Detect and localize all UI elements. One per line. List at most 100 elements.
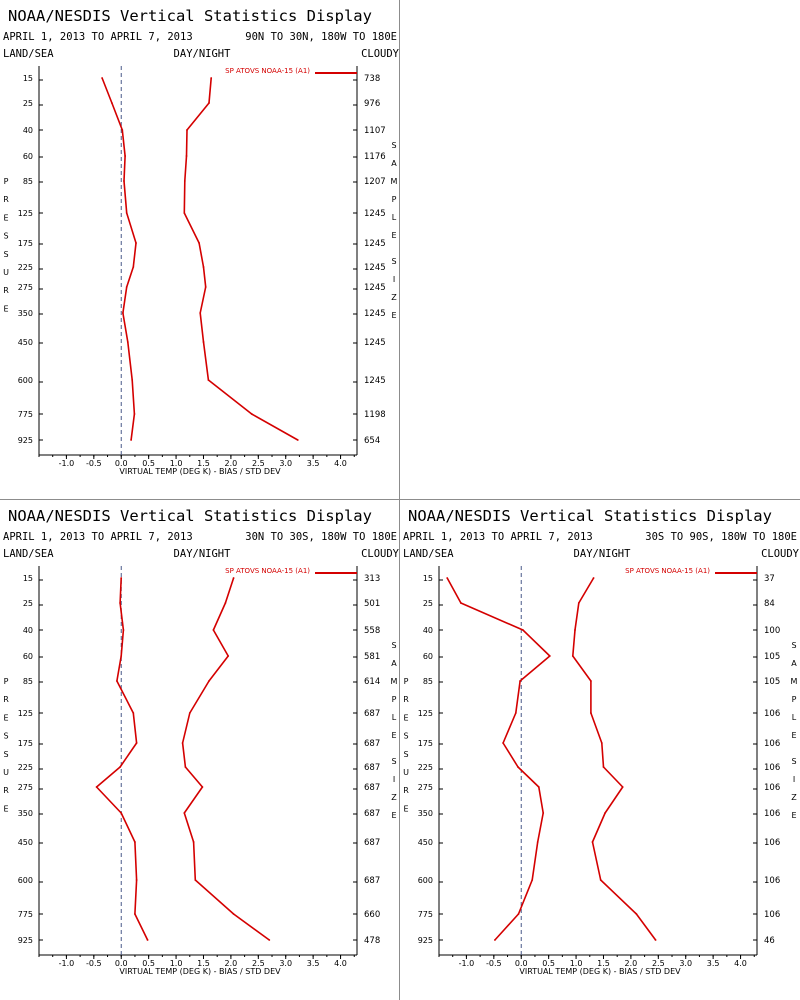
sample-size-label: 313 — [364, 574, 380, 584]
bias-point — [531, 879, 534, 881]
std-dev-point — [599, 879, 602, 881]
page-title: NOAA/NESDIS Vertical Statistics Display — [408, 507, 772, 525]
page-title: NOAA/NESDIS Vertical Statistics Display — [8, 7, 372, 25]
bias-point — [494, 939, 496, 941]
pressure-tick-label: 600 — [418, 876, 433, 885]
pressure-tick-label: 25 — [23, 599, 33, 608]
std-dev-point — [194, 879, 197, 881]
region-label: 30N TO 30S, 180W TO 180E — [245, 531, 397, 543]
sample-size-axis-letter: S — [391, 257, 396, 266]
std-dev-point — [592, 577, 595, 579]
sample-size-axis-letter: A — [391, 159, 397, 168]
sample-size-axis-letter: M — [791, 677, 798, 686]
pressure-axis-letter: S — [403, 750, 408, 759]
pressure-axis-letter: R — [3, 195, 9, 204]
std-dev-point — [268, 939, 271, 941]
sample-size-axis-letter: Z — [391, 793, 397, 802]
bias-point — [537, 786, 540, 788]
x-tick-label: 4.0 — [734, 959, 747, 968]
pressure-tick-label: 275 — [418, 783, 433, 792]
x-tick-label: 0.5 — [542, 959, 555, 968]
pressure-tick-label: 15 — [423, 574, 433, 583]
bias-point — [101, 77, 103, 79]
pressure-axis-letter: U — [3, 768, 9, 777]
x-tick-label: 2.5 — [652, 959, 665, 968]
x-tick-label: 3.5 — [707, 959, 720, 968]
sample-size-label: 687 — [364, 709, 380, 719]
sample-size-label: 558 — [364, 626, 380, 636]
pressure-tick-label: 175 — [18, 739, 33, 748]
x-tick-label: 2.0 — [625, 959, 638, 968]
std-dev-point — [183, 212, 186, 214]
sample-size-label: 106 — [764, 763, 780, 773]
std-dev-point — [635, 913, 638, 915]
date-range: APRIL 1, 2013 TO APRIL 7, 2013 — [3, 31, 193, 43]
bias-point — [131, 379, 134, 381]
pressure-axis-letter: R — [403, 786, 409, 795]
x-tick-label: 1.0 — [570, 959, 583, 968]
x-tick-label: 4.0 — [334, 959, 347, 968]
day-night-label: DAY/NIGHT — [174, 48, 232, 60]
sample-size-label: 37 — [764, 574, 775, 584]
bias-point — [124, 155, 126, 157]
std-dev-point — [571, 655, 574, 657]
sample-size-label: 654 — [364, 436, 380, 446]
bias-point — [135, 879, 138, 881]
bias-point — [125, 286, 128, 288]
std-dev-point — [654, 939, 657, 941]
pressure-tick-label: 15 — [23, 574, 33, 583]
bias-point — [536, 841, 539, 843]
std-dev-point — [192, 841, 195, 843]
sample-size-label: 1107 — [364, 126, 386, 136]
std-dev-point — [224, 602, 227, 604]
pressure-tick-label: 225 — [18, 763, 33, 772]
x-tick-label: 1.5 — [597, 959, 610, 968]
sample-size-axis-letter: I — [393, 275, 395, 284]
sample-size-axis-letter: S — [391, 141, 396, 150]
sample-size-axis-letter: E — [791, 811, 796, 820]
bias-point — [119, 602, 121, 604]
sample-size-axis-letter: P — [792, 695, 797, 704]
pressure-axis-letter: E — [3, 304, 8, 313]
x-tick-label: 1.5 — [197, 959, 210, 968]
chart-svg: NOAA/NESDIS Vertical Statistics Display A… — [403, 507, 800, 976]
sample-size-label: 738 — [364, 74, 380, 84]
pressure-tick-label: 350 — [18, 309, 33, 318]
pressure-tick-label: 60 — [23, 152, 33, 161]
pressure-tick-label: 60 — [23, 652, 33, 661]
sample-size-label: 478 — [364, 936, 380, 946]
sample-size-label: 106 — [764, 783, 780, 793]
sample-size-label: 687 — [364, 739, 380, 749]
bias-point — [542, 812, 545, 814]
x-tick-label: -0.5 — [86, 459, 102, 468]
x-tick-label: 0.0 — [115, 459, 128, 468]
pressure-axis-letter: P — [404, 677, 409, 686]
sample-size-label: 1245 — [364, 376, 386, 386]
bias-point — [519, 680, 521, 682]
pressure-tick-label: 350 — [418, 809, 433, 818]
pressure-axis-letter: E — [403, 713, 408, 722]
pressure-tick-label: 85 — [423, 677, 433, 686]
pressure-axis-letter: S — [3, 732, 8, 741]
std-dev-point — [204, 286, 207, 288]
std-dev-point — [208, 680, 210, 682]
std-dev-point — [590, 712, 592, 714]
sample-size-label: 1245 — [364, 209, 386, 219]
std-dev-point — [212, 629, 215, 631]
sample-size-label: 1207 — [364, 177, 386, 187]
pressure-axis-letter: S — [3, 250, 8, 259]
pressure-axis-letter: R — [3, 786, 9, 795]
bias-point — [122, 312, 124, 314]
x-tick-label: 3.5 — [307, 459, 320, 468]
x-tick-label: 1.5 — [197, 459, 210, 468]
std-dev-point — [188, 712, 191, 714]
sample-size-label: 1245 — [364, 239, 386, 249]
pressure-tick-label: 175 — [418, 739, 433, 748]
std-dev-point — [199, 312, 202, 314]
pressure-axis-letter: E — [3, 213, 8, 222]
std-dev-point — [183, 180, 186, 182]
sample-size-label: 976 — [364, 99, 380, 109]
pressure-axis-letter: R — [3, 286, 9, 295]
cloudy-label: CLOUDY — [361, 548, 400, 560]
x-tick-label: 2.5 — [252, 959, 265, 968]
